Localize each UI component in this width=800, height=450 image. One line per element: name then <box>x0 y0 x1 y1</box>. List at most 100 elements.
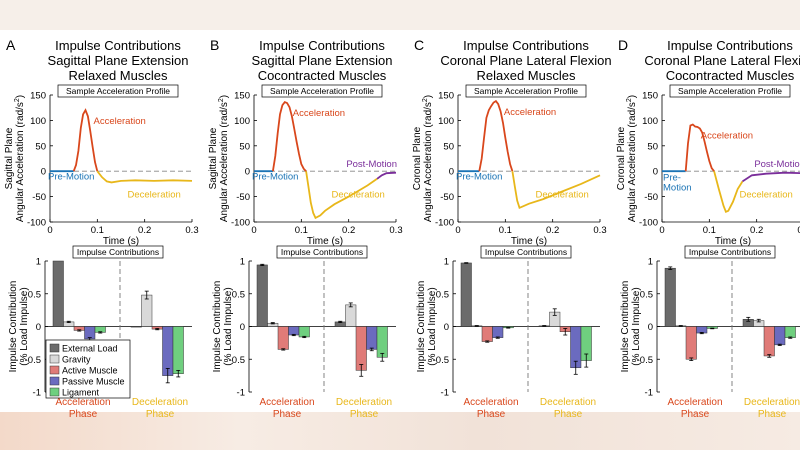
deceleration-phase-label-line2: Phase <box>146 409 175 420</box>
profile-box <box>57 84 179 98</box>
top-y-tick-label: 50 <box>443 141 454 152</box>
top-y-tick-label: 100 <box>642 116 658 127</box>
legend-label: External Load <box>62 344 118 354</box>
deceleration-phase-label-line2: Phase <box>554 409 583 420</box>
bottom-y-label-line2: (% Load Impulse) <box>427 287 438 365</box>
legend-box <box>45 339 131 399</box>
legend-label: Ligament <box>62 388 100 398</box>
acceleration-phase-label-line2: Phase <box>69 409 98 420</box>
series-deceleration <box>305 171 378 220</box>
bottom-y-label-line2: (% Load Impulse) <box>223 287 234 365</box>
bar-gravity <box>141 294 153 327</box>
bottom-y-tick-label: -1 <box>33 388 41 399</box>
deceleration-phase-label-line1: Deceleration <box>744 397 800 408</box>
series-deceleration <box>96 170 193 184</box>
top-y-label-line2: Angular Acceleration (rad/s2) <box>218 95 230 222</box>
bar-passive-muscle <box>366 326 378 350</box>
bottom-y-tick-label: 0.5 <box>28 289 41 300</box>
acceleration-phase-label-line1: Acceleration <box>463 397 518 408</box>
bottom-y-label-line1: Impulse Contribution <box>416 281 427 373</box>
acceleration-label: Acceleration <box>701 130 753 141</box>
bar-active-muscle <box>355 326 367 371</box>
top-x-tick-label: 0.2 <box>546 225 559 236</box>
bottom-y-tick-label: 0.5 <box>436 289 449 300</box>
acceleration-phase-label-line2: Phase <box>477 409 506 420</box>
top-y-tick-label: -50 <box>236 192 250 203</box>
top-y-tick-label: -50 <box>32 192 46 203</box>
series-post-motion <box>742 171 800 183</box>
bar-external-load <box>52 260 64 327</box>
series-acceleration <box>272 100 307 172</box>
bottom-y-tick-label: 0 <box>648 322 653 333</box>
panel-title-line3: Relaxed Muscles <box>69 68 168 83</box>
acceleration-phase-label-line2: Phase <box>273 409 302 420</box>
top-y-tick-label: 100 <box>30 116 46 127</box>
legend-label: Passive Muscle <box>62 377 125 387</box>
panel-title-line2: Sagittal Plane Extension <box>48 53 189 68</box>
bottom-y-label-line1: Impulse Contribution <box>8 281 19 373</box>
acceleration-phase-label-line1: Acceleration <box>259 397 314 408</box>
panel-title-line2: Coronal Plane Lateral Flexion <box>440 53 611 68</box>
top-y-tick-label: 50 <box>647 141 658 152</box>
pre-motion-label-line2: Motion <box>663 183 692 194</box>
impulse-box-label: Impulse Contributions <box>281 247 363 257</box>
profile-box <box>465 84 587 98</box>
top-x-tick-label: 0.3 <box>593 225 606 236</box>
top-y-tick-label: -50 <box>644 192 658 203</box>
top-x-tick-label: 0.2 <box>750 225 763 236</box>
impulse-box <box>684 245 776 259</box>
impulse-box-label: Impulse Contributions <box>485 247 567 257</box>
top-y-tick-label: 100 <box>438 116 454 127</box>
top-x-tick-label: 0.1 <box>703 225 716 236</box>
bar-gravity <box>345 304 357 327</box>
top-x-tick-label: 0.1 <box>499 225 512 236</box>
bottom-y-tick-label: 1 <box>36 257 41 268</box>
bottom-y-tick-label: -1 <box>441 388 449 399</box>
deceleration-label: Deceleration <box>127 190 180 201</box>
bar-external-load <box>460 262 472 327</box>
bottom-y-tick-label: -0.5 <box>229 355 245 366</box>
bottom-y-tick-label: 1 <box>240 257 245 268</box>
top-x-tick-label: 0.3 <box>185 225 198 236</box>
impulse-box-label: Impulse Contributions <box>689 247 771 257</box>
bottom-y-tick-label: 0 <box>240 322 245 333</box>
top-x-tick-label: 0.3 <box>797 225 800 236</box>
bottom-y-tick-label: -1 <box>237 388 245 399</box>
top-y-tick-label: -50 <box>440 192 454 203</box>
panel-title-line2: Sagittal Plane Extension <box>252 53 393 68</box>
top-x-label: Time (s) <box>103 236 139 247</box>
legend-label: Gravity <box>62 355 91 365</box>
top-y-tick-label: 0 <box>41 167 46 178</box>
top-y-tick-label: 0 <box>245 167 250 178</box>
top-x-label: Time (s) <box>307 236 343 247</box>
bar-active-muscle <box>685 326 697 360</box>
legend-swatch <box>49 354 60 364</box>
bar-passive-muscle <box>84 326 96 340</box>
bottom-y-label-line1: Impulse Contribution <box>212 281 223 373</box>
acceleration-label: Acceleration <box>94 116 146 127</box>
top-x-tick-label: 0.1 <box>91 225 104 236</box>
series-acceleration <box>72 108 99 172</box>
bottom-y-tick-label: 1 <box>648 257 653 268</box>
bottom-y-tick-label: -1 <box>645 388 653 399</box>
pre-motion-label: Pre-Motion <box>456 171 502 182</box>
deceleration-label: Deceleration <box>739 190 792 201</box>
bar-ligament <box>172 326 184 374</box>
panel-title-line3: Cocontracted Muscles <box>258 68 387 83</box>
acceleration-phase-label-line2: Phase <box>681 409 710 420</box>
bar-passive-muscle <box>774 326 786 346</box>
series-acceleration <box>478 99 514 172</box>
bottom-y-tick-label: 0.5 <box>232 289 245 300</box>
top-x-tick-label: 0.1 <box>295 225 308 236</box>
acceleration-phase-label-line1: Acceleration <box>667 397 722 408</box>
post-motion-label: Post-Motion <box>754 159 800 170</box>
top-x-tick-label: 0.2 <box>138 225 151 236</box>
panel-title-line1: Impulse Contributions <box>463 38 589 53</box>
deceleration-phase-label-line2: Phase <box>758 409 787 420</box>
